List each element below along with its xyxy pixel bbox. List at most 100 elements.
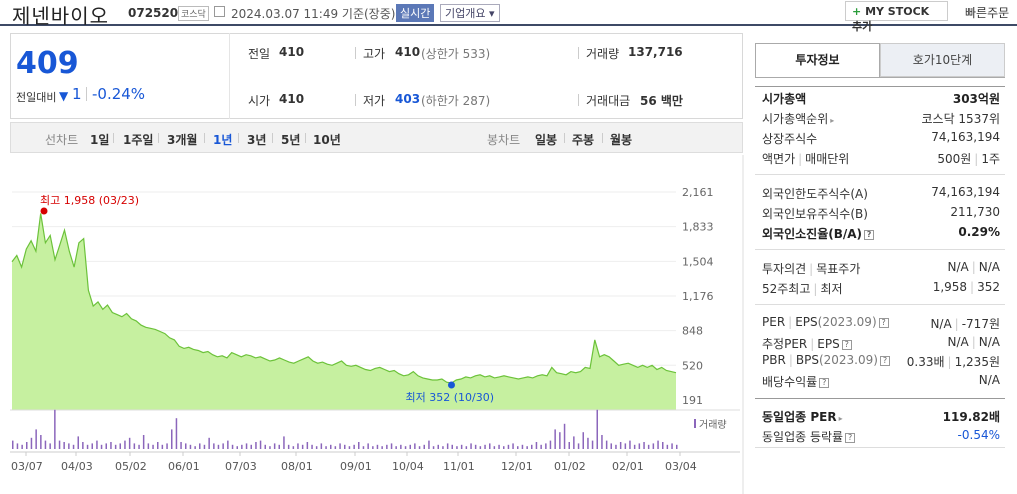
period-3m[interactable]: 3개월 [167, 133, 198, 147]
y-tick-label: 520 [682, 359, 703, 372]
foreign-limit-value: 74,163,194 [931, 185, 1000, 199]
est-per-label: 추정PER [762, 337, 808, 351]
volume-bar [241, 444, 243, 449]
volume-bar [633, 444, 636, 449]
divider [355, 94, 356, 106]
est-per-eps-value: N/A | N/A [947, 335, 1000, 349]
bps-period: (2023.09) [818, 353, 878, 367]
x-tick-label: 11/01 [443, 460, 475, 473]
sector-per-label[interactable]: 동일업종 PER ▸ [762, 408, 843, 425]
volume-bar [320, 443, 323, 449]
volume-bar [423, 444, 425, 449]
volume-bars [12, 409, 678, 449]
volume-bar [390, 443, 393, 449]
volume-bar [12, 440, 14, 449]
volume-bar [110, 442, 112, 449]
face-unit-label: 액면가 | 매매단위 [762, 152, 850, 166]
volume-bar [577, 443, 580, 449]
stock-name: 제넨바이오 [12, 4, 109, 28]
y-tick-label: 191 [682, 394, 703, 407]
low-label: 저가 [363, 94, 386, 108]
volume-bar [643, 442, 645, 449]
add-mystock-button[interactable]: + MY STOCK 추가 [845, 1, 948, 33]
sector-change-value: -0.54% [957, 428, 1000, 442]
volume-bar [133, 443, 136, 449]
volume-bar [535, 442, 538, 449]
volume-bar [479, 446, 482, 449]
candle-daily[interactable]: 일봉 [535, 133, 558, 147]
volume-legend-icon [694, 419, 696, 428]
prev-close-value: 410 [279, 45, 305, 59]
volume-bar [531, 444, 533, 449]
eps-label: EPS [795, 315, 818, 329]
volume-bar [231, 444, 234, 449]
divider [602, 133, 603, 143]
candle-weekly[interactable]: 주봉 [572, 133, 595, 147]
unit-label: 매매단위 [805, 152, 850, 166]
realtime-button[interactable]: 실시간 [396, 4, 435, 22]
volume-bar [652, 443, 655, 449]
volume-bar [372, 446, 374, 449]
max-marker [40, 207, 48, 215]
help-icon[interactable]: ? [841, 339, 852, 350]
divider [204, 133, 205, 143]
help-icon[interactable]: ? [845, 432, 856, 443]
sector-per-value: 119.82배 [942, 410, 1000, 424]
unit-value: 1주 [981, 152, 1000, 166]
company-overview-button[interactable]: 기업개요 ▾ [440, 4, 500, 22]
period-5y[interactable]: 5년 [281, 133, 301, 147]
per-label: PER [762, 315, 786, 329]
period-3y[interactable]: 3년 [247, 133, 267, 147]
price-summary [10, 33, 230, 119]
down-triangle-icon: ▼ [59, 89, 69, 103]
tab-orderbook[interactable]: 호가10단계 [880, 43, 1005, 77]
volume-bar [77, 436, 79, 449]
price-chart[interactable]: 2,161 1,833 1,504 1,176 848 520 191 최고 1,958 (… [0, 155, 745, 494]
volume-bar [521, 444, 524, 449]
chevron-right-icon: ▸ [838, 414, 843, 423]
volume-bar [451, 444, 453, 449]
volume-bar [35, 429, 37, 449]
line-chart-label: 선차트 [45, 133, 79, 147]
volume-bar [180, 442, 182, 449]
volume-bar [334, 446, 337, 449]
help-icon[interactable]: ? [879, 355, 890, 366]
volume-bar [549, 440, 552, 449]
y-tick-label: 2,161 [682, 186, 714, 199]
volume-bar [54, 409, 56, 449]
volume-bar [82, 442, 84, 449]
volume-bar [662, 442, 664, 449]
y-tick-label: 1,504 [682, 255, 714, 268]
volume-bar [353, 444, 355, 449]
x-tick-label: 06/01 [168, 460, 200, 473]
shares-value: 74,163,194 [931, 130, 1000, 144]
volume-bar [484, 444, 486, 449]
opinion-label: 투자의견 [762, 262, 807, 276]
candle-monthly[interactable]: 월봉 [610, 133, 633, 147]
volume-bar [21, 444, 23, 449]
upper-limit: (상한가 533) [421, 47, 491, 61]
help-icon[interactable]: ? [878, 317, 889, 328]
eps-value: -717원 [961, 317, 1000, 331]
period-1y[interactable]: 1년 [213, 133, 233, 147]
period-10y[interactable]: 10년 [313, 133, 341, 147]
volume-bar [596, 409, 598, 449]
divider [755, 447, 1005, 448]
market-cap-rank-label[interactable]: 시가총액순위 ▸ [762, 110, 834, 127]
period-1d[interactable]: 1일 [90, 133, 110, 147]
quick-order-button[interactable]: 빠른주문 [965, 6, 1010, 20]
change-value: 1 [72, 85, 82, 103]
divider [272, 133, 273, 143]
change-percent: -0.24% [92, 85, 146, 103]
help-icon[interactable]: ? [864, 229, 875, 240]
x-axis: 03/07 04/03 05/02 06/01 07/03 08/01 09/01 10/04… [11, 452, 697, 473]
period-1w[interactable]: 1주일 [123, 133, 154, 147]
help-icon[interactable]: ? [819, 377, 830, 388]
volume-bar [489, 443, 491, 449]
period-bar [10, 122, 743, 153]
tab-investment-info[interactable]: 투자정보 [755, 43, 880, 77]
volume-bar [610, 443, 612, 449]
foreign-ratio-value: 0.29% [958, 225, 1000, 239]
volume-bar [339, 443, 341, 449]
volume-bar [63, 442, 65, 449]
